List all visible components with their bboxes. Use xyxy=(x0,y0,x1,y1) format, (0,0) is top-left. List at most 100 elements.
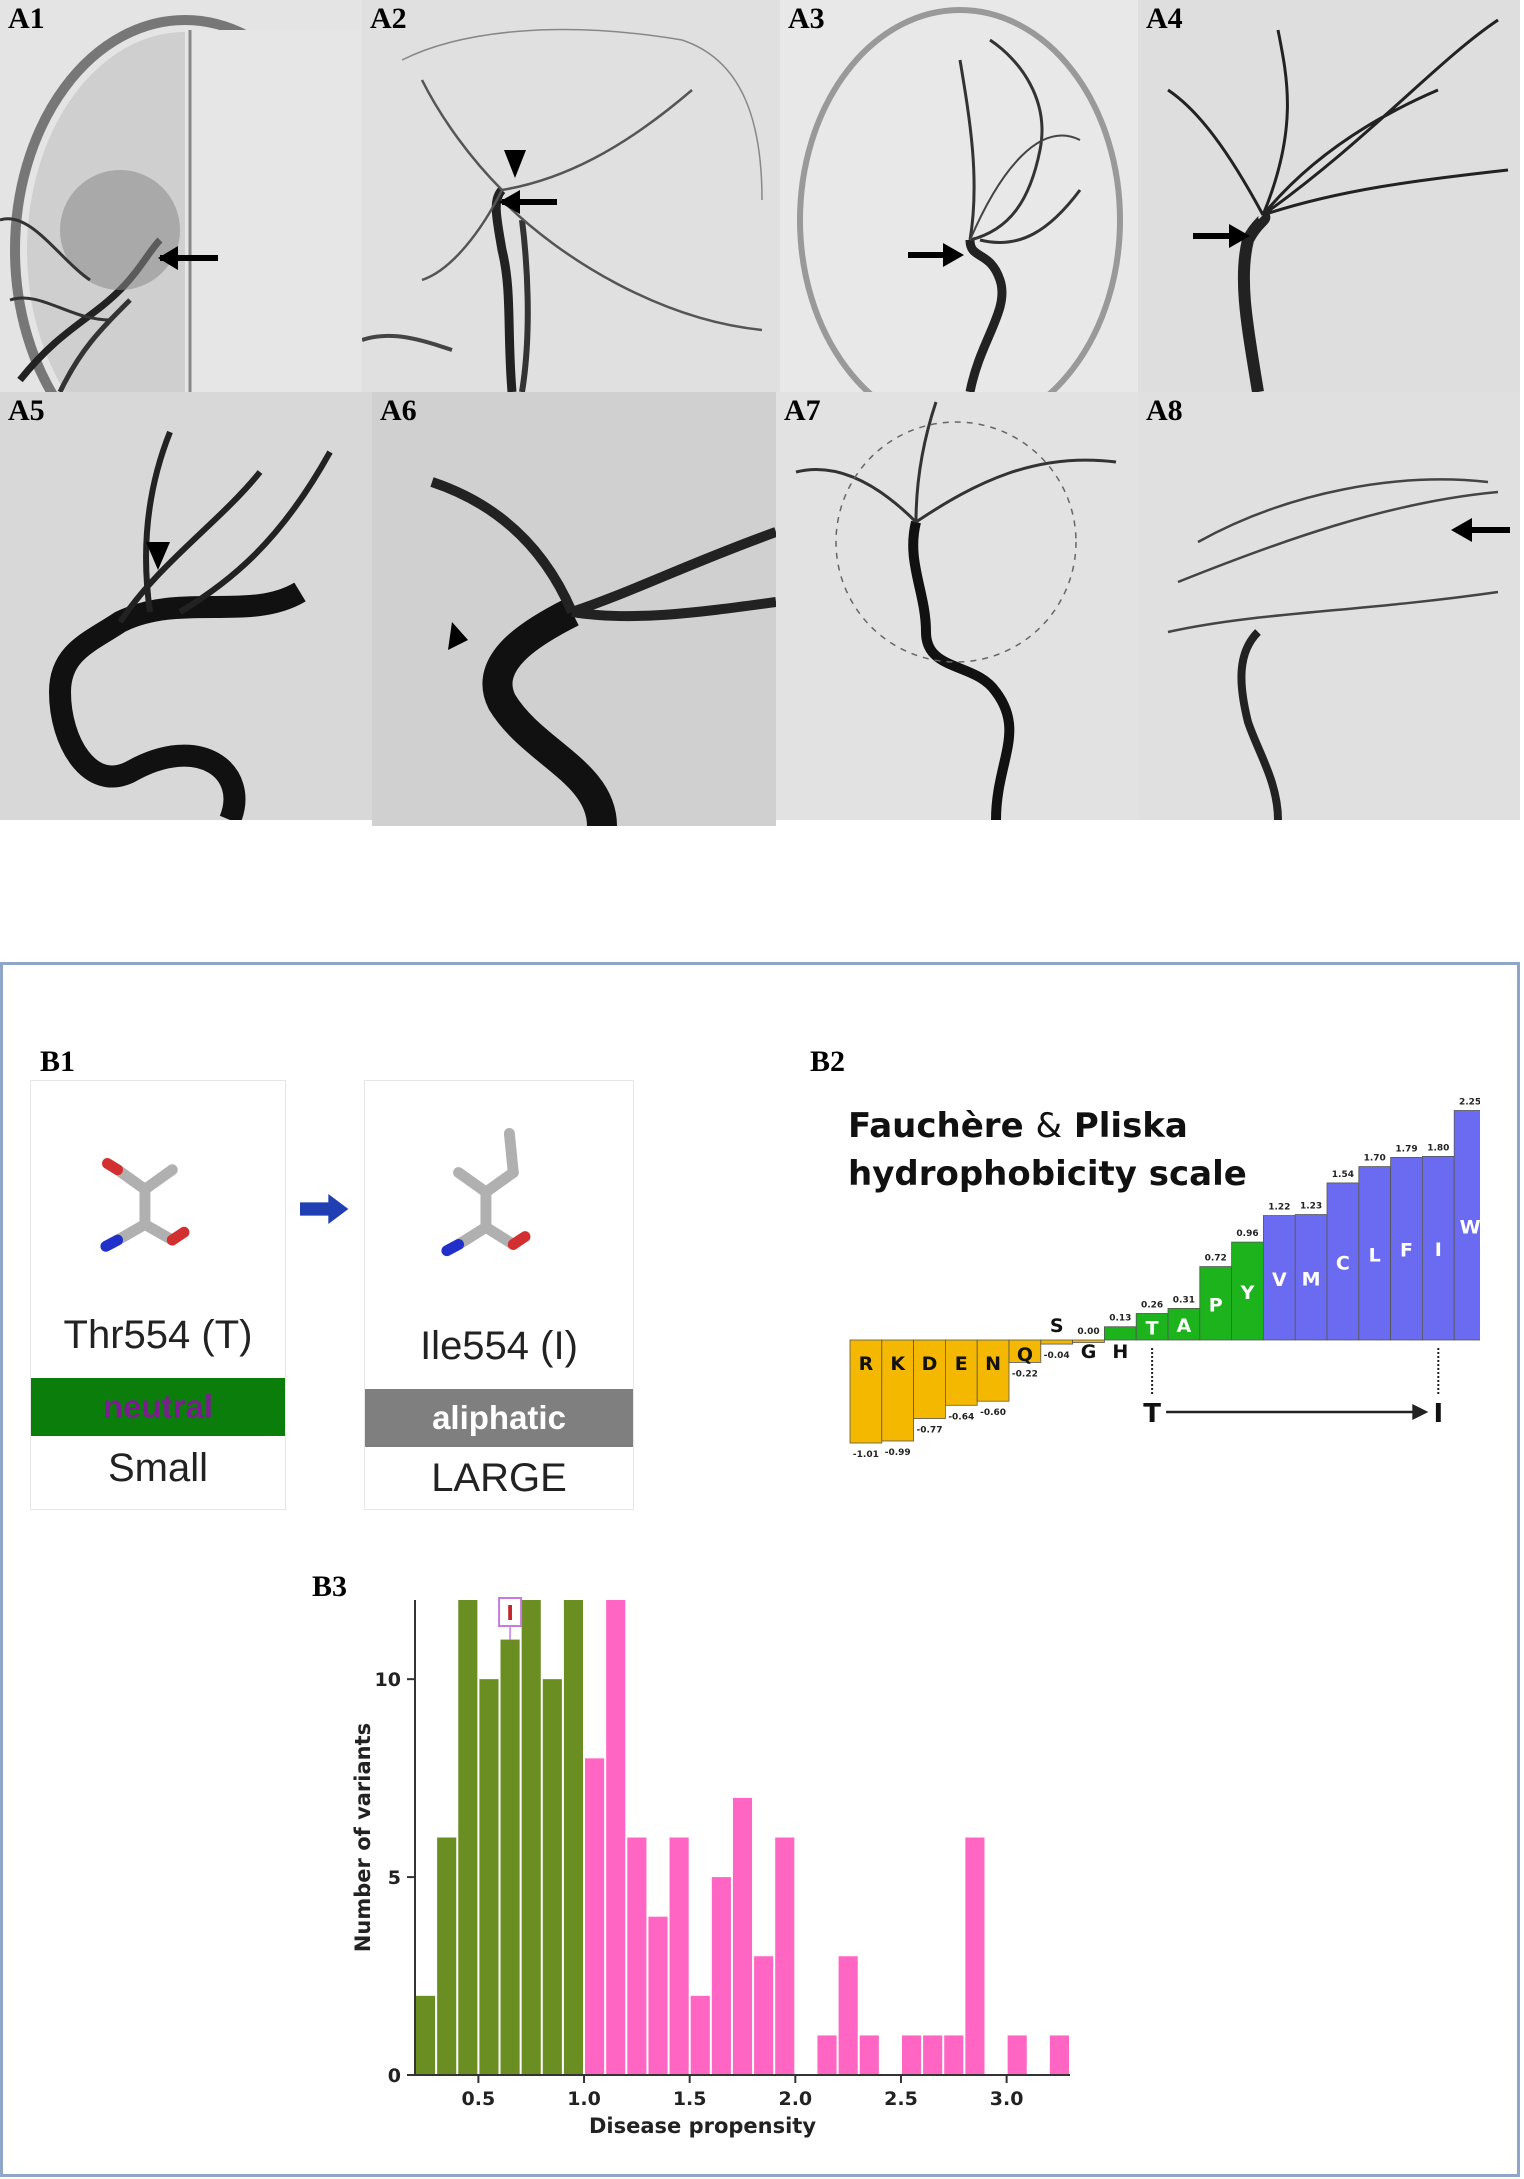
x-tick-label: 0.5 xyxy=(462,2088,496,2110)
residue-name-from: Thr554 (T) xyxy=(63,1313,253,1357)
x-tick-label: 1.0 xyxy=(567,2088,601,2110)
angiogram-a4 xyxy=(1167,18,1509,392)
amino-acid-card-from: Thr554 (T) neutral Small xyxy=(30,1080,286,1510)
residue-size-from: Small xyxy=(107,1446,209,1490)
histogram-bar xyxy=(859,2035,879,2075)
residue-class-from: neutral xyxy=(31,1378,285,1436)
scale-bar-C xyxy=(1326,1182,1360,1341)
panel-a5: A5 xyxy=(0,392,372,820)
angiogram-a5 xyxy=(48,430,333,820)
scale-bar-G xyxy=(1072,1339,1105,1343)
panel-a6: A6 xyxy=(372,392,776,826)
scale-letter: W xyxy=(1460,1216,1480,1238)
arrow-icon xyxy=(1451,518,1510,542)
scale-value-label: 0.96 xyxy=(1236,1229,1258,1239)
x-axis-label: Disease propensity xyxy=(589,2114,816,2138)
scale-title-amp: & xyxy=(1035,1106,1062,1146)
scale-value-label: 1.54 xyxy=(1332,1170,1354,1180)
histogram-bar xyxy=(627,1837,647,2075)
residue-name-to: Ile554 (I) xyxy=(420,1324,578,1368)
histogram-bar xyxy=(585,1758,605,2075)
panel-label: A6 xyxy=(380,394,417,427)
panel-a4: A4 xyxy=(1138,0,1520,392)
scale-title-author1: Fauchère xyxy=(848,1106,1024,1146)
from-letter: T xyxy=(1143,1399,1161,1429)
histogram-bar xyxy=(1049,2035,1069,2075)
y-tick-label: 0 xyxy=(388,2065,401,2087)
panel-label: A4 xyxy=(1146,2,1183,35)
scale-letter: I xyxy=(1435,1239,1442,1261)
threonine-structure-icon xyxy=(100,1158,190,1252)
scale-value-label: 1.80 xyxy=(1427,1143,1449,1153)
scale-bar-Q xyxy=(1008,1339,1042,1363)
scale-letter: L xyxy=(1369,1244,1381,1266)
scale-letter: Q xyxy=(1017,1344,1033,1366)
histogram-bar xyxy=(690,1995,710,2075)
histogram-bar xyxy=(500,1639,520,2075)
scale-value-label: -0.04 xyxy=(1044,1351,1070,1361)
marker-box xyxy=(498,1597,523,1627)
scale-letter: F xyxy=(1400,1240,1413,1262)
scale-bar-E xyxy=(945,1339,978,1406)
panel-label-b1: B1 xyxy=(40,1045,76,1078)
scale-letter: M xyxy=(1302,1268,1321,1290)
scale-bar-S xyxy=(1040,1339,1074,1345)
histogram-bar xyxy=(775,1837,795,2075)
panel-a1: A1 xyxy=(0,0,362,392)
scale-bar-R xyxy=(849,1339,883,1444)
scale-value-label: -0.77 xyxy=(917,1426,943,1436)
angiogram-a3 xyxy=(797,7,1123,392)
scale-letter: D xyxy=(922,1353,938,1375)
panel-label: A5 xyxy=(8,394,45,427)
angiogram-a8 xyxy=(1167,478,1499,820)
scale-letter: H xyxy=(1112,1341,1128,1363)
disease-propensity-histogram: 0 5 10 0.5 1.0 1.5 2.0 2.5 3.0 Disease propensity… xyxy=(351,1597,1070,2138)
scale-value-label: 0.00 xyxy=(1077,1327,1099,1337)
scale-value-label: -0.64 xyxy=(948,1412,974,1422)
panel-label: A8 xyxy=(1146,394,1183,427)
amino-acid-card-to: Ile554 (I) aliphatic LARGE xyxy=(364,1080,634,1510)
panel-label: A2 xyxy=(370,2,407,35)
histogram-bar xyxy=(458,1600,478,2075)
scale-title-line2: hydrophobicity scale xyxy=(848,1154,1247,1194)
scale-bar-V xyxy=(1262,1215,1296,1341)
scale-value-label: 1.79 xyxy=(1395,1144,1417,1154)
histogram-bar xyxy=(901,2035,922,2075)
histogram-bar xyxy=(648,1916,668,2075)
x-tick-label: 3.0 xyxy=(990,2088,1024,2110)
arrowhead-icon xyxy=(146,542,170,570)
x-tick-label: 2.0 xyxy=(778,2088,812,2110)
histogram-bar xyxy=(669,1837,689,2075)
scale-letter: V xyxy=(1272,1269,1287,1291)
scale-value-label: -0.99 xyxy=(885,1448,911,1458)
x-tick-label: 2.5 xyxy=(884,2088,918,2110)
histogram-bar xyxy=(732,1797,753,2075)
scale-value-label: 1.23 xyxy=(1300,1202,1322,1212)
scale-letter: Y xyxy=(1240,1282,1255,1304)
marker-label: I xyxy=(506,1601,513,1625)
panel-a2: A2 xyxy=(362,0,780,392)
arrowhead-icon xyxy=(1412,1404,1429,1420)
scale-bar-A xyxy=(1167,1307,1201,1341)
to-letter: I xyxy=(1433,1399,1443,1429)
scale-bar-D xyxy=(913,1339,946,1419)
scale-bar-N xyxy=(976,1339,1010,1402)
scale-letter: G xyxy=(1081,1341,1097,1363)
histogram-bar xyxy=(479,1679,499,2075)
arrowhead-icon xyxy=(504,150,526,178)
scale-letter: T xyxy=(1146,1318,1159,1340)
scale-bar-T xyxy=(1135,1313,1169,1341)
histogram-bar xyxy=(711,1877,731,2075)
figure-b-frame xyxy=(0,962,1520,2177)
scale-bar-I xyxy=(1422,1156,1455,1341)
histogram-bar xyxy=(521,1600,541,2075)
scale-value-label: 0.26 xyxy=(1141,1300,1163,1310)
x-tick-label: 1.5 xyxy=(673,2088,707,2110)
scale-letter: K xyxy=(890,1353,906,1375)
scale-bar-M xyxy=(1294,1214,1328,1341)
histogram-bar xyxy=(1007,2035,1027,2075)
scale-bar-P xyxy=(1199,1266,1232,1341)
panel-label: A3 xyxy=(788,2,825,35)
panel-a7: A7 xyxy=(776,392,1138,820)
histogram-bar xyxy=(838,1956,858,2075)
